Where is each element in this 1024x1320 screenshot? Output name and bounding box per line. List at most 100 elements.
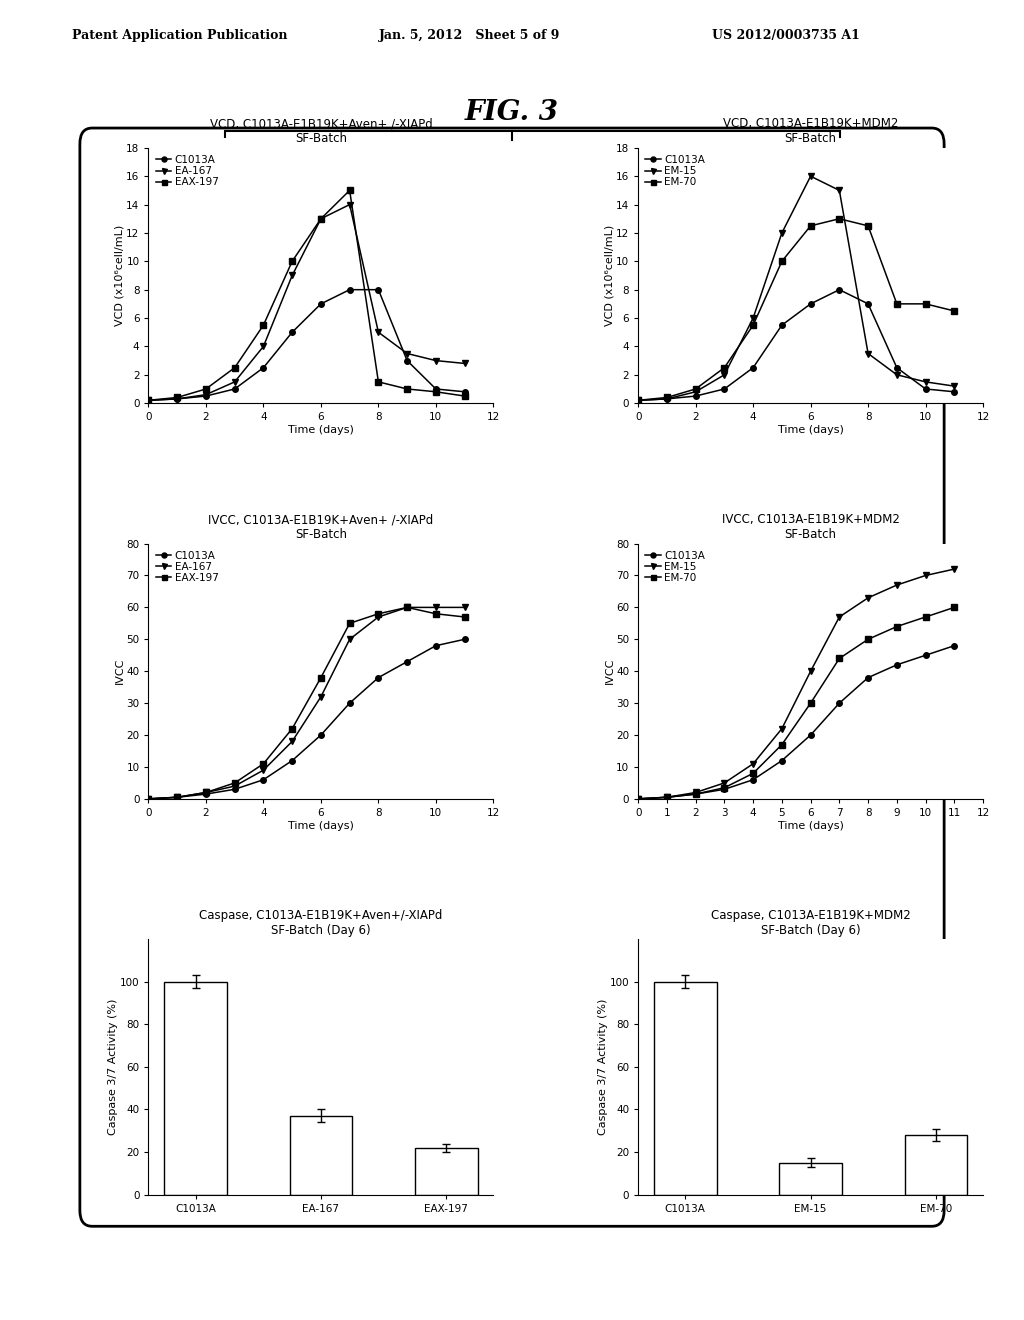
C1013A [920,647,932,663]
C1013A [862,669,874,685]
Bar [779,1163,842,1195]
EM-70 [834,651,846,667]
Line: EAX-197: EAX-197 [145,187,467,403]
EM-15 [920,568,932,583]
EA-167 [171,391,183,407]
EM-15 [920,374,932,389]
EM-15 [632,791,644,807]
EM-70 [632,791,644,807]
EAX-197 [142,791,155,807]
EAX-197 [343,182,355,198]
EM-70 [891,619,903,635]
C1013A [891,360,903,376]
EM-15 [660,789,673,805]
C1013A [286,752,298,768]
EAX-197 [171,389,183,405]
EM-15 [689,784,701,800]
C1013A [834,281,846,297]
C1013A [459,384,471,400]
EA-167 [142,392,155,408]
EM-15 [689,384,701,400]
EM-70 [920,296,932,312]
C1013A [805,727,817,743]
Bar [415,1148,477,1195]
EM-70 [776,253,788,269]
Y-axis label: VCD (x10⁶cell/mL): VCD (x10⁶cell/mL) [115,224,125,326]
Title: Caspase, C1013A-E1B19K+MDM2
SF-Batch (Day 6): Caspase, C1013A-E1B19K+MDM2 SF-Batch (Da… [711,908,910,937]
C1013A [718,781,730,797]
EA-167 [228,374,241,389]
C1013A [171,789,183,805]
Line: EM-70: EM-70 [636,216,957,403]
EAX-197 [343,615,355,631]
C1013A [343,696,355,711]
EA-167 [142,791,155,807]
C1013A [228,381,241,397]
C1013A [373,669,385,685]
EM-70 [660,389,673,405]
EM-70 [632,392,644,408]
X-axis label: Time (days): Time (days) [288,425,354,436]
Title: VCD, C1013A-E1B19K+Aven+ /-XIAPd
SF-Batch: VCD, C1013A-E1B19K+Aven+ /-XIAPd SF-Batc… [210,117,432,145]
Line: EAX-197: EAX-197 [145,605,467,801]
EAX-197 [200,381,212,397]
Y-axis label: Caspase 3/7 Activity (%): Caspase 3/7 Activity (%) [109,999,119,1135]
EM-15 [718,775,730,791]
C1013A [948,638,961,653]
C1013A [314,727,327,743]
EM-70 [862,218,874,234]
EAX-197 [430,384,442,400]
C1013A [430,381,442,397]
Legend: C1013A, EM-15, EM-70: C1013A, EM-15, EM-70 [643,549,708,585]
EA-167 [200,784,212,800]
EM-15 [660,391,673,407]
EM-70 [862,631,874,647]
Y-axis label: IVCC: IVCC [604,659,614,684]
C1013A [286,325,298,341]
C1013A [776,317,788,333]
C1013A [948,384,961,400]
EM-15 [834,182,846,198]
Y-axis label: VCD (x10⁶cell/mL): VCD (x10⁶cell/mL) [604,224,614,326]
EA-167 [228,779,241,795]
C1013A [834,696,846,711]
Legend: C1013A, EM-15, EM-70: C1013A, EM-15, EM-70 [643,153,708,189]
C1013A [314,296,327,312]
X-axis label: Time (days): Time (days) [288,821,354,830]
EM-70 [891,296,903,312]
C1013A [776,752,788,768]
Line: EA-167: EA-167 [145,605,467,801]
EAX-197 [430,606,442,622]
EA-167 [430,352,442,368]
Line: EA-167: EA-167 [145,202,467,403]
EA-167 [373,325,385,341]
EM-15 [805,663,817,678]
C1013A [228,781,241,797]
EAX-197 [314,669,327,685]
Bar [904,1135,968,1195]
C1013A [746,360,759,376]
Legend: C1013A, EA-167, EAX-197: C1013A, EA-167, EAX-197 [154,153,220,189]
EM-15 [776,721,788,737]
Legend: C1013A, EA-167, EAX-197: C1013A, EA-167, EAX-197 [154,549,220,585]
EA-167 [200,387,212,403]
Y-axis label: IVCC: IVCC [115,659,125,684]
EM-15 [891,577,903,593]
EA-167 [257,762,269,777]
EM-15 [632,392,644,408]
C1013A [401,653,414,669]
EM-70 [689,381,701,397]
Line: C1013A: C1013A [145,636,467,801]
Title: VCD, C1013A-E1B19K+MDM2
SF-Batch: VCD, C1013A-E1B19K+MDM2 SF-Batch [723,117,898,145]
X-axis label: Time (days): Time (days) [777,821,844,830]
Title: IVCC, C1013A-E1B19K+Aven+ /-XIAPd
SF-Batch: IVCC, C1013A-E1B19K+Aven+ /-XIAPd SF-Bat… [208,513,433,541]
C1013A [171,391,183,407]
EAX-197 [459,609,471,624]
Title: Caspase, C1013A-E1B19K+Aven+/-XIAPd
SF-Batch (Day 6): Caspase, C1013A-E1B19K+Aven+/-XIAPd SF-B… [200,908,442,937]
C1013A [805,296,817,312]
Bar [290,1115,352,1195]
EA-167 [171,789,183,805]
C1013A [632,791,644,807]
EM-15 [948,379,961,395]
C1013A [430,638,442,653]
